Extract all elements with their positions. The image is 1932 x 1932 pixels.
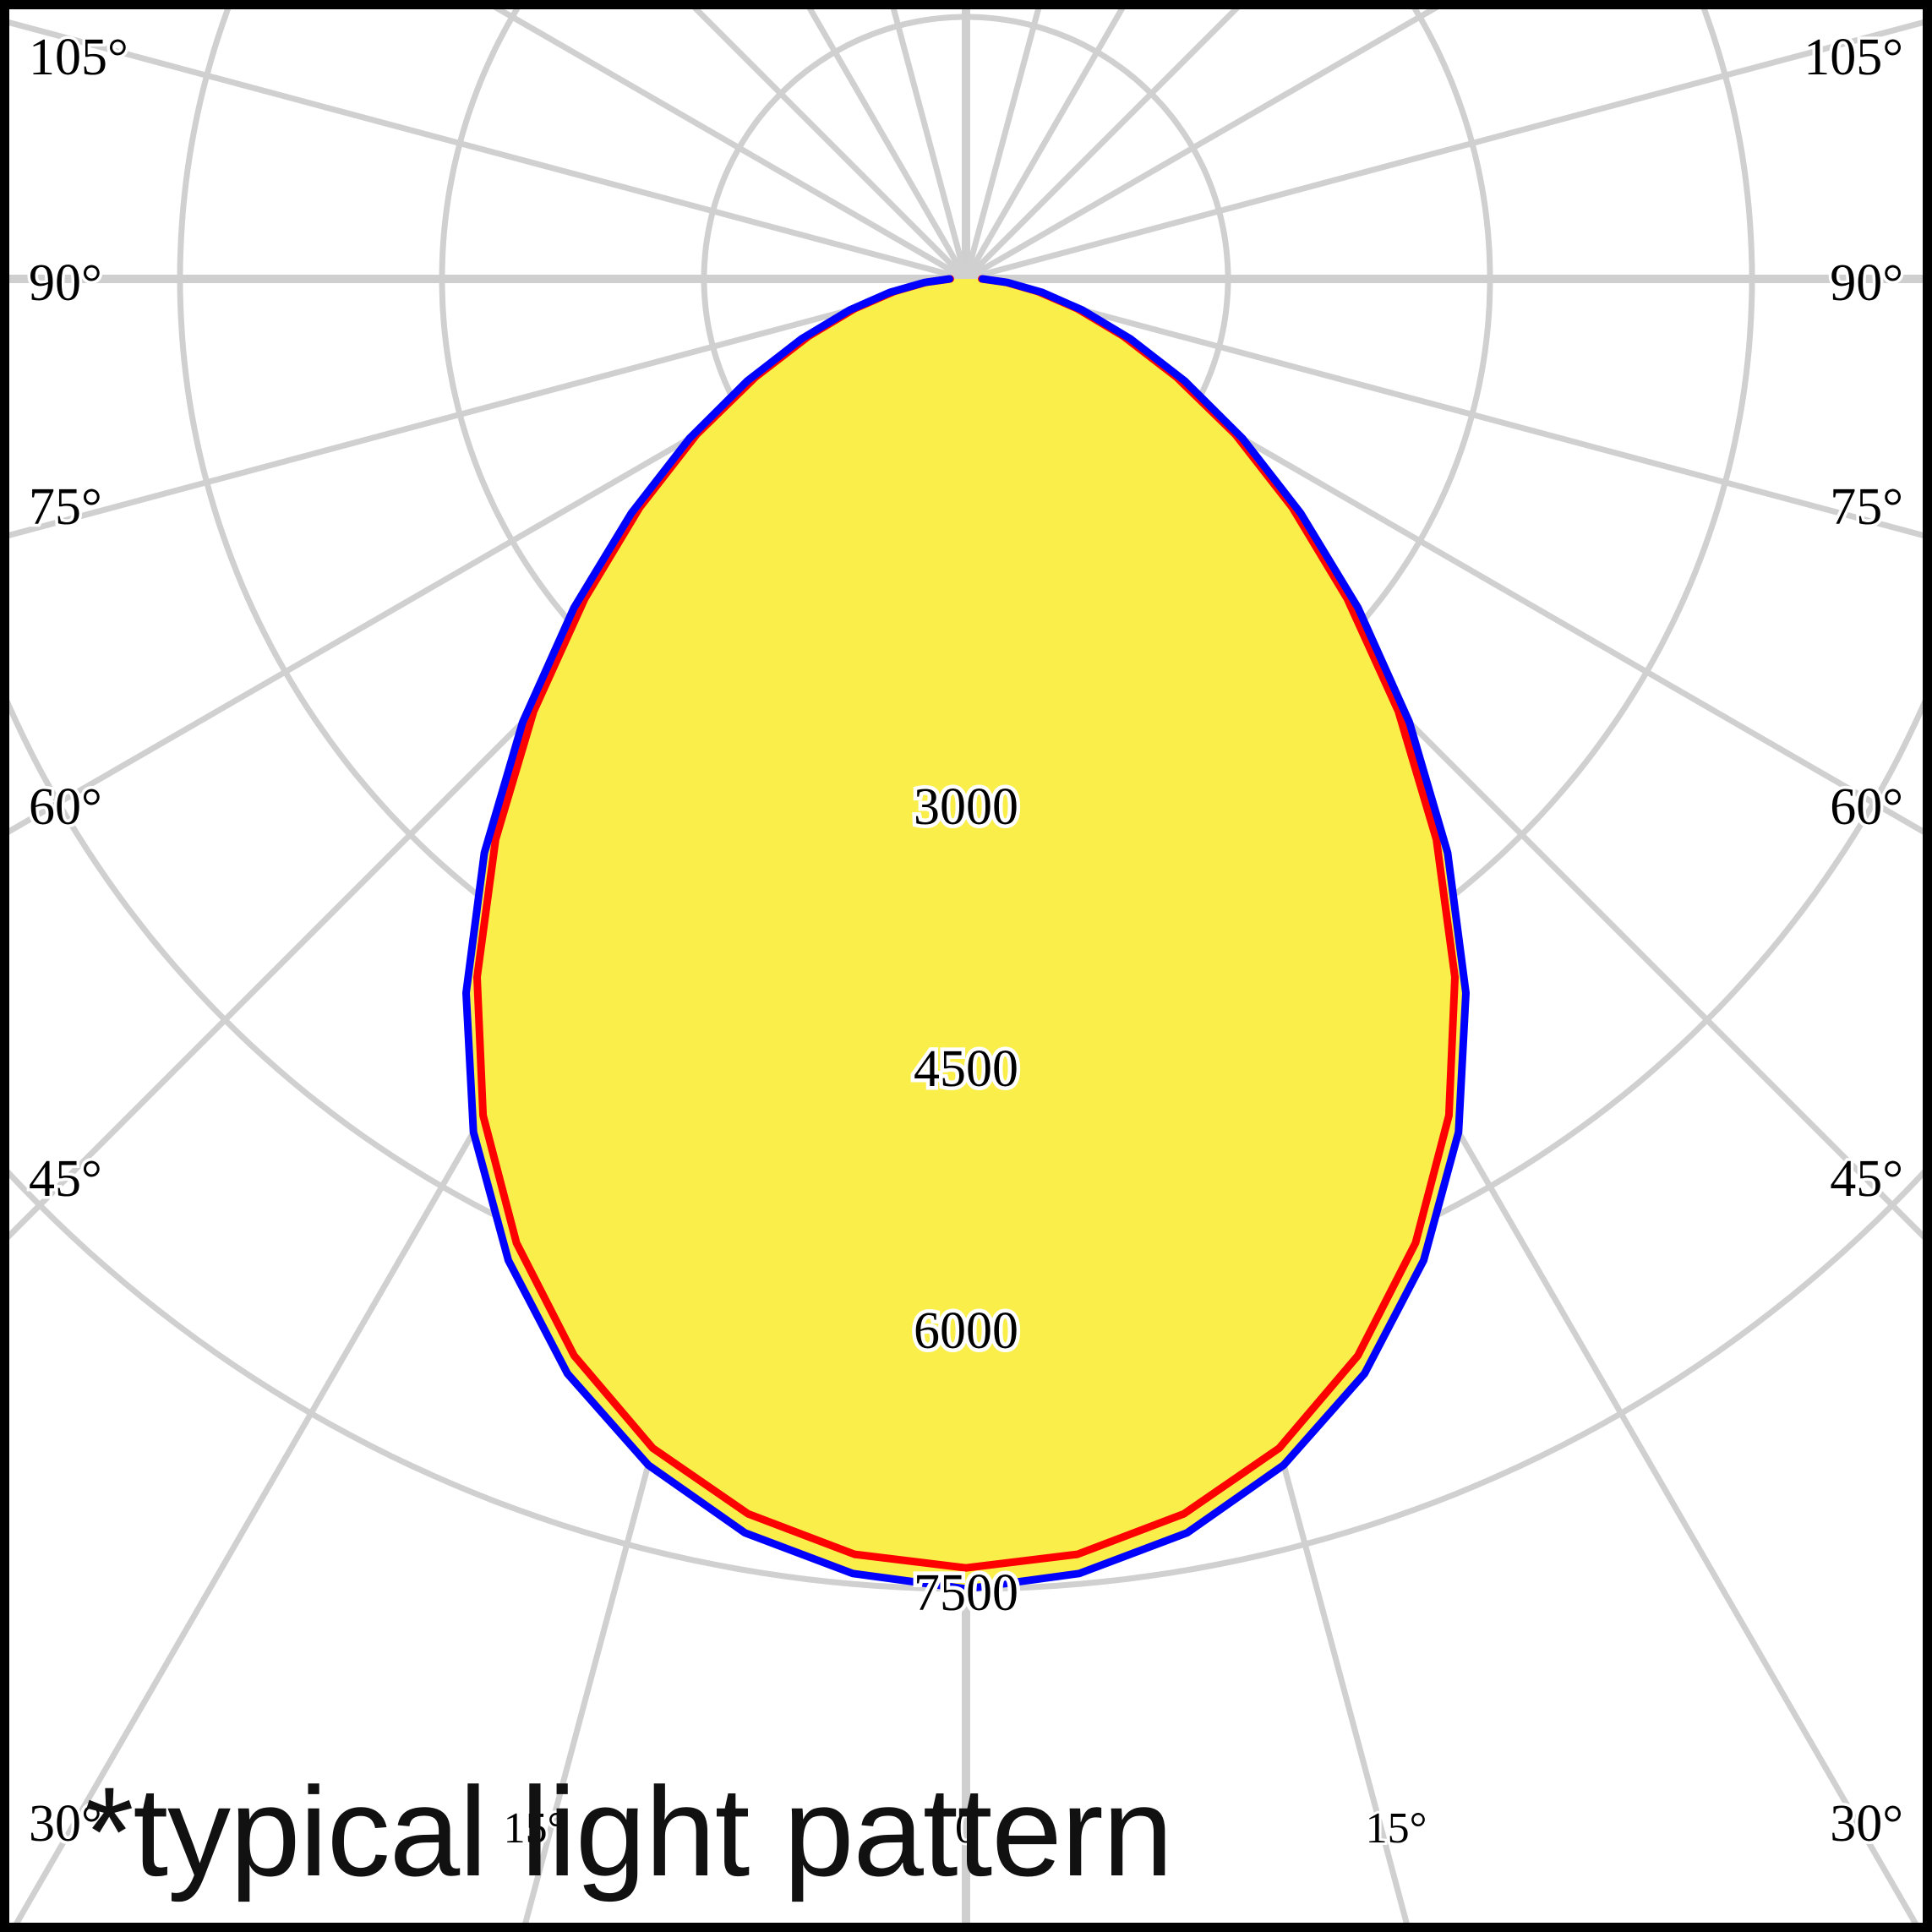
beam-fill-area bbox=[466, 279, 1466, 1589]
angle-label-bottom-1: 0 bbox=[955, 1804, 977, 1853]
grid-spoke--135 bbox=[683, 0, 969, 281]
ring-label-4500: 4500 bbox=[914, 1040, 1018, 1098]
grid-spoke-60 bbox=[964, 276, 1932, 840]
ring-label-3000: 3000 bbox=[914, 778, 1018, 836]
angle-label-left-30deg: 30° bbox=[29, 1795, 102, 1853]
angle-label-right-105deg: 105° bbox=[1804, 29, 1903, 86]
grid-spoke--120 bbox=[477, 0, 968, 282]
angle-label-bottom-0: 15° bbox=[504, 1804, 565, 1853]
grid-spoke-105 bbox=[965, 17, 1932, 282]
ring-label-7500: 7500 bbox=[914, 1564, 1018, 1622]
grid-spoke-120 bbox=[964, 0, 1455, 282]
ring-label-6000: 6000 bbox=[914, 1302, 1018, 1360]
grid-spoke--75 bbox=[0, 276, 967, 541]
grid-spoke--105 bbox=[0, 17, 967, 282]
angle-label-bottom-2: 15° bbox=[1366, 1804, 1427, 1853]
angle-label-left-105deg: 105° bbox=[29, 29, 128, 86]
angle-label-right-90deg: 90° bbox=[1830, 254, 1903, 312]
ring-value-labels: 3000 4500 6000 7500 bbox=[910, 775, 1023, 1626]
angle-label-left-90deg: 90° bbox=[29, 254, 102, 312]
angle-label-left-45deg: 45° bbox=[29, 1150, 102, 1208]
beam-distribution-group bbox=[462, 275, 1470, 1593]
angle-label-left-75deg: 75° bbox=[29, 478, 102, 536]
beam-curve-c90-c270 bbox=[462, 275, 1470, 1593]
angle-label-left-60deg: 60° bbox=[29, 778, 102, 836]
grid-spoke-75 bbox=[965, 276, 1932, 541]
angle-axis-labels: 105° 90° 75° 60° 45° 30° 105° 90° 75° 60° 45° 30° 15… bbox=[26, 26, 1907, 1856]
angle-label-right-75deg: 75° bbox=[1830, 478, 1903, 536]
figure-caption: *typical light pattern bbox=[85, 1760, 1173, 1902]
angle-label-right-60deg: 60° bbox=[1830, 778, 1903, 836]
angle-label-right-45deg: 45° bbox=[1830, 1150, 1903, 1208]
grid-spoke--60 bbox=[0, 276, 968, 840]
angle-label-right-30deg: 30° bbox=[1830, 1795, 1903, 1853]
grid-spoke-135 bbox=[963, 0, 1249, 281]
